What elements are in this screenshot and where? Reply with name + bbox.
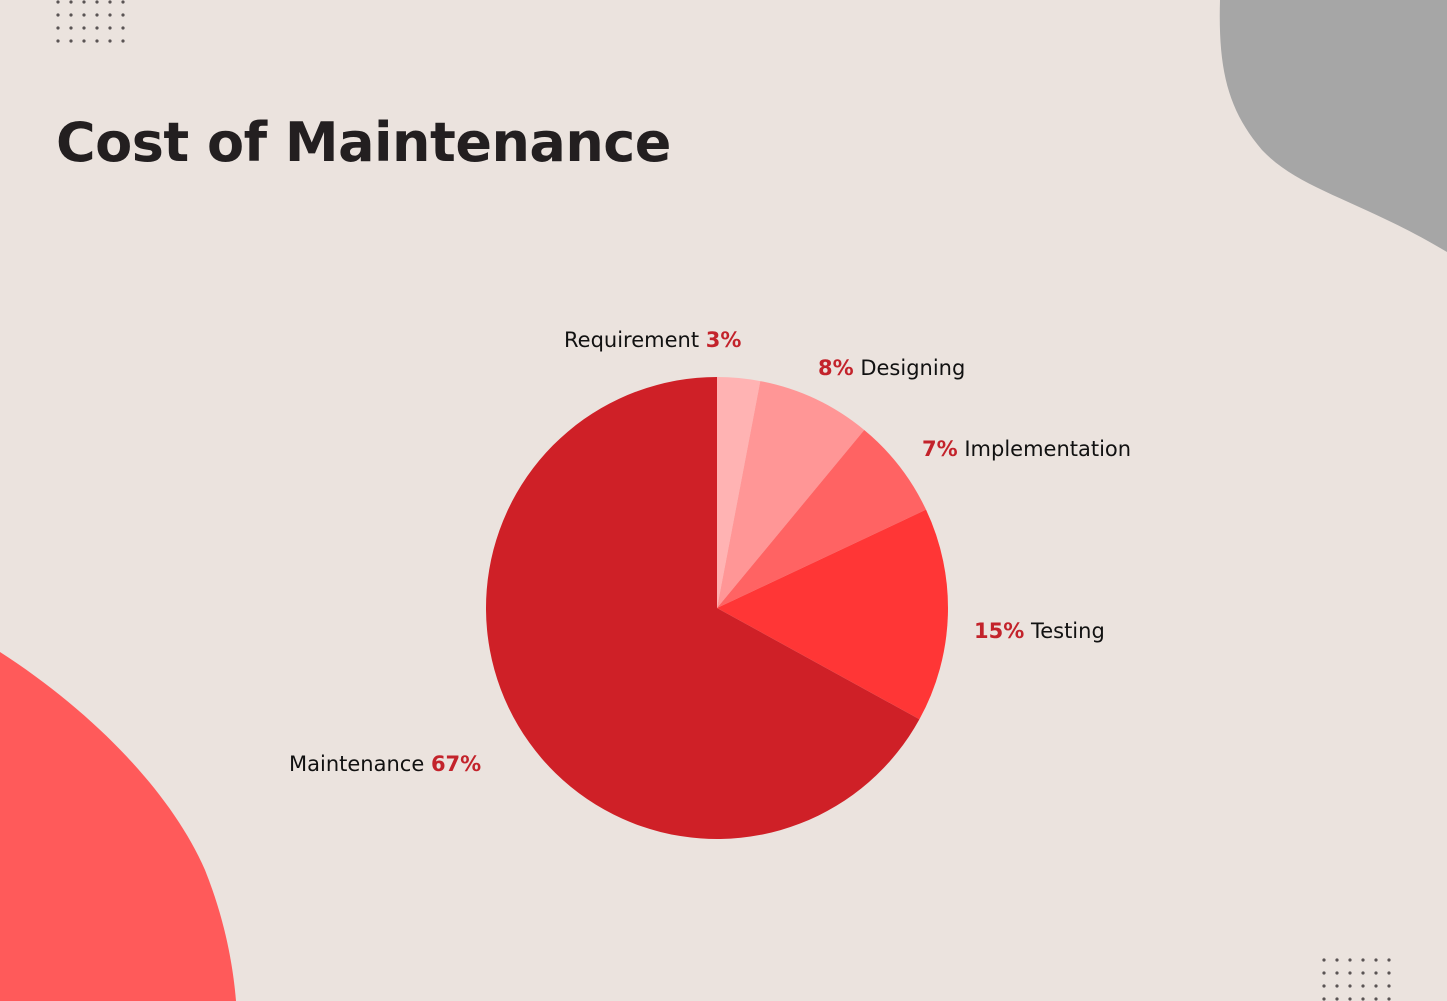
dot bbox=[1348, 971, 1352, 975]
dot bbox=[1361, 997, 1365, 1001]
pie-slice-implementation bbox=[717, 430, 927, 608]
dot bbox=[56, 26, 60, 30]
dot bbox=[82, 26, 86, 30]
pie-slice-requirement bbox=[717, 377, 761, 608]
dot bbox=[121, 13, 125, 17]
label-implementation: 7% Implementation bbox=[922, 436, 1131, 462]
dot bbox=[1374, 997, 1378, 1001]
label-percent: 8% bbox=[818, 356, 854, 380]
dot bbox=[1322, 958, 1326, 962]
dot bbox=[1335, 971, 1339, 975]
dot bbox=[108, 13, 112, 17]
red-blob-shape bbox=[0, 652, 236, 1001]
dot bbox=[1322, 997, 1326, 1001]
pie-chart bbox=[486, 377, 948, 839]
dot bbox=[1374, 971, 1378, 975]
dot bbox=[69, 0, 73, 4]
page-title: Cost of Maintenance bbox=[56, 111, 671, 174]
dot bbox=[95, 39, 99, 43]
label-name: Requirement bbox=[564, 328, 700, 352]
dot bbox=[121, 39, 125, 43]
dot bbox=[82, 13, 86, 17]
label-name: Designing bbox=[860, 356, 966, 380]
dot bbox=[56, 0, 60, 4]
dot bbox=[108, 26, 112, 30]
dot bbox=[1361, 971, 1365, 975]
dot bbox=[1387, 971, 1391, 975]
dot bbox=[121, 26, 125, 30]
dot bbox=[95, 13, 99, 17]
dot bbox=[56, 13, 60, 17]
gray-blob-shape bbox=[1219, 0, 1447, 252]
label-name: Implementation bbox=[964, 437, 1132, 461]
label-name: Maintenance bbox=[289, 752, 425, 776]
dot bbox=[95, 26, 99, 30]
label-maintenance: Maintenance 67% bbox=[289, 751, 481, 777]
label-testing: 15% Testing bbox=[974, 618, 1105, 644]
pie-slice-maintenance bbox=[486, 377, 920, 839]
label-percent: 67% bbox=[430, 752, 482, 776]
dot bbox=[69, 39, 73, 43]
dot bbox=[1335, 958, 1339, 962]
dot bbox=[108, 0, 112, 4]
label-percent: 7% bbox=[922, 437, 958, 461]
dot bbox=[1387, 958, 1391, 962]
dot bbox=[121, 0, 125, 4]
dot bbox=[1374, 984, 1378, 988]
dot bbox=[108, 39, 112, 43]
label-designing: 8% Designing bbox=[818, 355, 965, 381]
dot bbox=[1348, 997, 1352, 1001]
dot bbox=[1335, 997, 1339, 1001]
dot-grid-top-left bbox=[56, 0, 125, 43]
dot bbox=[82, 0, 86, 4]
dot bbox=[1387, 997, 1391, 1001]
dot bbox=[1374, 958, 1378, 962]
dot bbox=[1322, 971, 1326, 975]
dot bbox=[1335, 984, 1339, 988]
dot bbox=[1387, 984, 1391, 988]
dot bbox=[1361, 984, 1365, 988]
dot-grid-bottom-right bbox=[1322, 958, 1391, 1001]
dot bbox=[82, 39, 86, 43]
label-percent: 3% bbox=[705, 328, 742, 352]
dot bbox=[1348, 958, 1352, 962]
dot bbox=[69, 13, 73, 17]
label-percent: 15% bbox=[974, 619, 1025, 643]
label-requirement: Requirement 3% bbox=[564, 327, 741, 353]
pie-slice-testing bbox=[717, 509, 948, 720]
dot bbox=[95, 0, 99, 4]
pie-slice-designing bbox=[717, 381, 865, 608]
label-name: Testing bbox=[1030, 619, 1105, 643]
dot bbox=[69, 26, 73, 30]
dot bbox=[56, 39, 60, 43]
dot bbox=[1348, 984, 1352, 988]
dot bbox=[1361, 958, 1365, 962]
dot bbox=[1322, 984, 1326, 988]
